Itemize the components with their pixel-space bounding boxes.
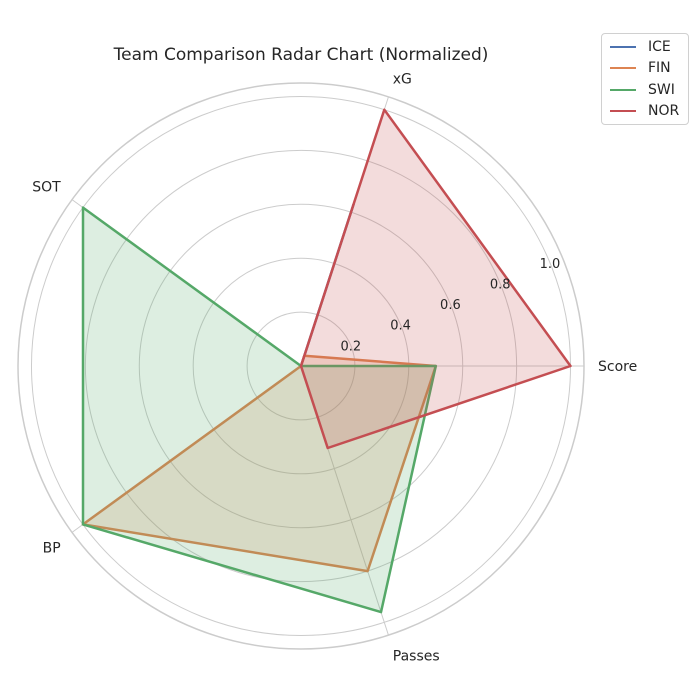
- legend-item-ice: ICE: [602, 36, 688, 58]
- legend-label: NOR: [648, 103, 680, 120]
- series-fill-nor: [301, 109, 571, 448]
- legend-swatch: [610, 110, 636, 113]
- series-line-nor: [299, 108, 572, 450]
- radial-tick-label: 0.8: [490, 277, 511, 292]
- legend-item-fin: FIN: [602, 58, 688, 80]
- legend-item-swi: SWI: [602, 79, 688, 101]
- series-fill-swi: [83, 207, 436, 613]
- radial-tick-labels: 0.2 0.4 0.6 0.8 1.0: [340, 257, 560, 355]
- legend-item-nor: NOR: [602, 101, 688, 123]
- series-line-swi: [81, 206, 438, 614]
- series-fill-fin: [83, 355, 436, 572]
- axis-label-score: Score: [598, 359, 637, 375]
- series-line-fin: [81, 354, 438, 573]
- axis-labels: Score xG SOT BP Passes: [32, 72, 637, 665]
- legend-swatch: [610, 88, 636, 91]
- legend-label: FIN: [648, 60, 671, 77]
- legend: ICE FIN SWI NOR: [601, 33, 689, 125]
- radial-tick-label: 0.6: [440, 298, 461, 313]
- chart-title: Team Comparison Radar Chart (Normalized): [113, 45, 489, 65]
- legend-swatch: [610, 67, 636, 70]
- axis-label-xg: xG: [393, 72, 412, 88]
- legend-label: SWI: [648, 81, 675, 98]
- legend-swatch: [610, 45, 636, 48]
- axis-label-bp: BP: [43, 541, 61, 557]
- radial-tick-label: 1.0: [540, 257, 561, 272]
- axis-label-passes: Passes: [393, 648, 440, 664]
- radial-tick-label: 0.2: [340, 339, 361, 354]
- legend-label: ICE: [648, 38, 671, 55]
- radar-series: [81, 108, 572, 614]
- radial-tick-label: 0.4: [390, 319, 411, 334]
- axis-label-sot: SOT: [32, 179, 61, 195]
